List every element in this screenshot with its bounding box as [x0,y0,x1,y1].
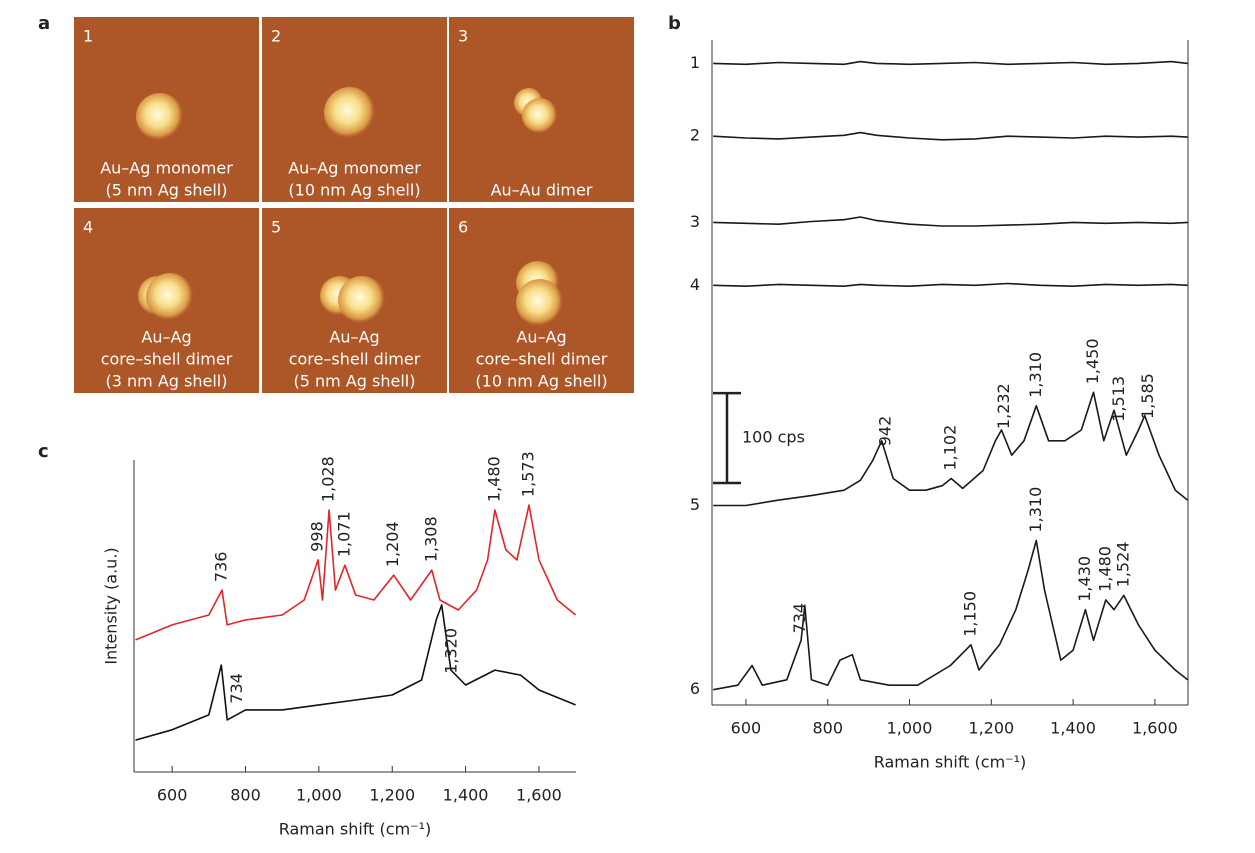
image-caption: core–shell dimer [289,350,421,369]
trace-label: 1 [690,53,700,72]
trace-label: 2 [690,126,700,145]
panel-label: b [668,13,681,34]
trace-label: 5 [690,495,700,514]
image-caption: (10 nm Ag shell) [475,372,607,391]
peak-label: 1,573 [519,451,538,497]
panel-label: c [38,441,49,462]
spectrum [713,60,1188,66]
image-number: 3 [458,27,468,46]
y-axis-label: Intensity (a.u.) [102,547,121,664]
peak-label: 1,028 [319,456,338,502]
x-tick-label: 800 [812,719,843,738]
peak-label: 1,480 [484,456,503,502]
image-caption: core–shell dimer [101,350,233,369]
peak-label: 1,308 [421,516,440,562]
peak-label: 736 [212,552,231,583]
spectrum [713,391,1189,507]
trace-label: 4 [690,275,700,294]
peak-label: 1,480 [1095,546,1114,592]
image-caption: (10 nm Ag shell) [288,181,420,200]
image-caption: (3 nm Ag shell) [106,372,228,391]
x-axis-label: Raman shift (cm⁻¹) [874,753,1027,772]
peak-label: 1,513 [1109,376,1128,422]
peak-label: 734 [227,673,246,704]
spectrum [135,504,577,641]
image-number: 5 [271,218,281,237]
image-caption: Au–Ag monomer [288,159,421,178]
x-tick-label: 1,400 [443,786,489,805]
image-number: 1 [83,27,93,46]
x-tick-label: 1,000 [887,719,933,738]
spectrum [713,539,1189,691]
spectrum [713,216,1188,227]
x-tick-label: 800 [230,786,261,805]
particle [324,87,376,139]
image-caption: Au–Ag monomer [100,159,233,178]
spectrum [713,131,1188,141]
peak-label: 998 [308,521,327,552]
image-number: 4 [83,218,93,237]
peak-label: 1,585 [1138,373,1157,419]
peak-label: 1,524 [1113,542,1132,588]
particle [516,279,564,327]
x-tick-label: 1,600 [1132,719,1178,738]
image-caption: (5 nm Ag shell) [294,372,416,391]
x-tick-label: 600 [157,786,188,805]
particle [136,93,184,141]
image-number: 6 [458,218,468,237]
particle [522,98,558,134]
trace-label: 6 [690,679,700,698]
peak-label: 1,150 [960,591,979,637]
peak-label: 1,204 [383,521,402,567]
image-caption: Au–Ag [329,328,379,347]
image-caption: core–shell dimer [476,350,608,369]
trace-label: 3 [690,212,700,231]
particle [146,273,194,321]
peak-label: 1,320 [442,628,461,674]
peak-label: 1,071 [334,511,353,557]
x-tick-label: 1,600 [516,786,562,805]
image-number: 2 [271,27,281,46]
spectrum [713,282,1188,287]
peak-label: 734 [790,603,809,634]
image-caption: Au–Ag [141,328,191,347]
peak-label: 1,430 [1075,556,1094,602]
x-axis-label: Raman shift (cm⁻¹) [279,820,432,839]
x-tick-label: 600 [731,719,762,738]
peak-label: 942 [875,416,894,447]
peak-label: 1,310 [1026,487,1045,533]
peak-label: 1,310 [1026,352,1045,398]
x-tick-label: 1,200 [968,719,1014,738]
x-tick-label: 1,000 [296,786,342,805]
particle [338,276,386,324]
peak-label: 1,232 [994,383,1013,429]
image-caption: Au–Ag [516,328,566,347]
x-tick-label: 1,400 [1050,719,1096,738]
peak-label: 1,450 [1083,338,1102,384]
peak-label: 1,102 [941,425,960,471]
image-caption: Au–Au dimer [491,181,593,200]
panel-label: a [38,13,50,34]
spectrum [135,604,576,741]
scale-bar-label: 100 cps [742,428,805,447]
image-caption: (5 nm Ag shell) [106,181,228,200]
x-tick-label: 1,200 [369,786,415,805]
